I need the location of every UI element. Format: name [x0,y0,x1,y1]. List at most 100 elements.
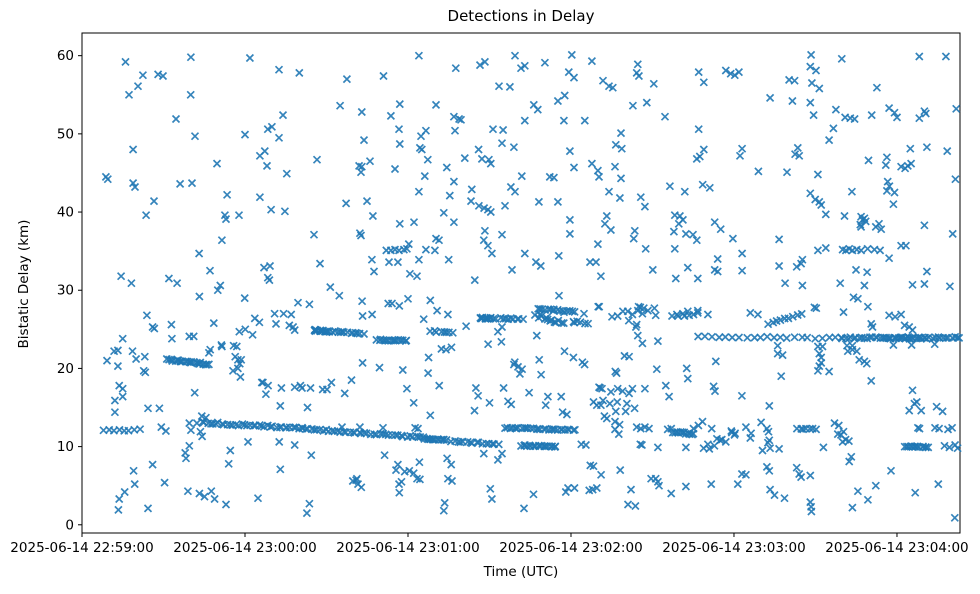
scatter-marker [181,454,191,463]
scatter-marker [864,156,873,165]
scatter-marker [639,304,648,313]
scatter-marker [622,399,632,408]
scatter-marker [683,263,692,272]
scatter-marker [342,74,352,84]
scatter-marker [499,383,508,393]
scatter-marker [594,302,603,311]
scatter-marker [637,440,647,450]
scatter-marker [737,266,747,275]
scatter-marker [417,145,426,154]
scatter-marker [305,499,314,508]
scatter-marker [186,90,195,99]
scatter-marker [839,427,848,436]
scatter-marker [358,311,367,321]
scatter-marker [629,234,638,243]
scatter-marker [741,470,751,479]
scatter-marker [613,384,622,393]
scatter-marker [851,265,861,275]
scatter-marker [890,188,899,197]
scatter-marker [381,430,390,439]
scatter-marker [442,435,451,445]
scatter-marker [813,366,823,375]
scatter-marker [426,296,435,305]
scatter-marker [853,487,863,496]
scatter-marker [764,427,773,436]
x-tick-label: 2025-06-14 22:59:00 [10,540,153,556]
scatter-marker [426,411,435,420]
scatter-marker [460,153,469,163]
x-axis-label: Time (UTC) [483,564,559,580]
scatter-marker [710,218,719,227]
scatter-marker [642,98,651,107]
scatter-marker [416,432,425,442]
scatter-marker [550,425,560,434]
scatter-marker [917,333,926,342]
scatter-marker [856,222,866,232]
scatter-marker [439,208,448,217]
scatter-marker [709,382,718,391]
scatter-marker [585,257,595,267]
scatter-marker [387,299,397,308]
scatter-marker [509,143,519,152]
scatter-marker [884,311,894,320]
scatter-marker [185,441,194,450]
scatter-marker [818,342,827,351]
scatter-marker [663,425,672,434]
scatter-marker [849,293,858,302]
scatter-marker [705,183,714,192]
scatter-marker [409,469,418,478]
scatter-marker [560,91,569,100]
scatter-marker [141,368,150,377]
scatter-marker [943,146,952,156]
scatter-marker [127,279,136,288]
scatter-marker [830,418,839,428]
scatter-marker [938,407,947,416]
scatter-marker [765,93,775,103]
scatter-marker [518,315,528,324]
scatter-marker [813,170,823,179]
scatter-marker [118,392,127,401]
scatter-marker [681,443,691,452]
scatter-marker [616,128,626,138]
scatter-marker [497,337,506,346]
scatter-marker [448,328,457,337]
scatter-marker [612,368,621,378]
scatter-marker [769,333,779,342]
scatter-marker [847,452,856,461]
scatter-marker [941,52,951,61]
scatter-marker [359,329,369,339]
scatter-marker [621,407,630,416]
scatter-marker [807,78,817,88]
scatter-marker [380,451,389,460]
scatter-marker [167,334,177,343]
scatter-marker [414,255,424,264]
scatter-marker [482,439,491,448]
scatter-marker [520,249,529,258]
scatter-marker [589,462,598,471]
scatter-marker [141,211,151,220]
scatter-marker [510,358,519,367]
scatter-marker [115,494,124,504]
scatter-marker [150,324,159,333]
scatter-marker [596,401,606,410]
scatter-marker [821,243,830,253]
scatter-marker [774,235,784,244]
scatter-marker [934,479,943,489]
scatter-marker [562,410,572,419]
scatter-marker [138,71,148,80]
scatter-marker [669,227,679,236]
scatter-marker [792,463,801,472]
scatter-marker [762,462,772,472]
scatter-marker [186,53,196,62]
scatter-marker [341,199,351,208]
scatter-marker [570,307,579,317]
scatter-marker [673,311,683,321]
scatter-marker [213,286,222,295]
scatter-marker [703,440,713,449]
scatter-marker [611,407,620,416]
scatter-marker [142,311,152,320]
scatter-marker [441,345,451,354]
scatter-marker [175,179,185,189]
scatter-marker [891,333,900,343]
